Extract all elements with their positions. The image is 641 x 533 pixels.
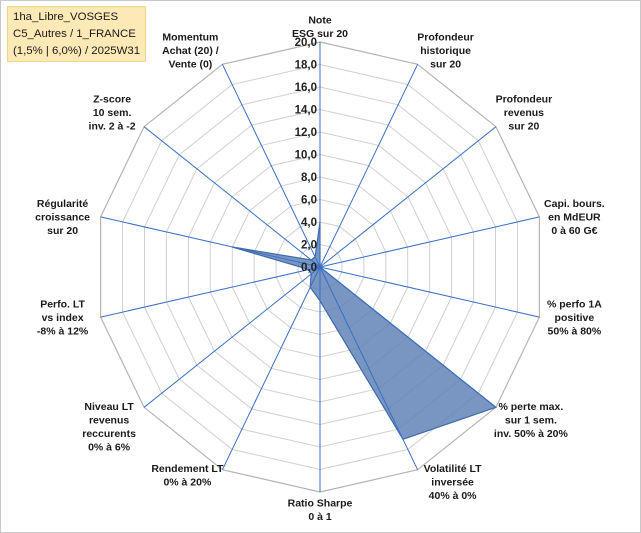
axis-label: % perfo 1A positive 50% à 80%	[547, 298, 602, 337]
tick-label: 10,0	[295, 150, 317, 162]
axis-label: Capi. bours. en MdEUR 0 à 60 G€	[544, 198, 605, 237]
info-line-category: C5_Autres / 1_FRANCE	[13, 28, 136, 40]
series-layer	[232, 221, 498, 441]
axis-label: Régularité croissance sur 20	[35, 198, 90, 237]
axis-label: Note ESG sur 20	[292, 15, 348, 41]
axis-spoke	[319, 266, 540, 318]
axis-spoke	[143, 266, 321, 408]
tick-label: 16,0	[295, 82, 317, 94]
axis-spoke	[319, 64, 419, 268]
axis-spoke	[319, 126, 497, 268]
axis-label: Niveau LT revenus reccurents 0% à 6%	[82, 401, 136, 454]
axis-label: Ratio Sharpe 0 à 1	[288, 498, 353, 524]
axis-spoke	[221, 64, 321, 268]
axis-spoke	[319, 266, 419, 470]
axis-label: Z-score 10 sem. inv. 2 à -2	[89, 94, 136, 133]
axis-label: Perfo. LT vs index -8% à 12%	[37, 298, 89, 337]
axis-spoke	[319, 266, 497, 408]
axis-spoke	[143, 126, 321, 268]
tick-label: 14,0	[295, 105, 317, 117]
info-line-params: (1,5% | 6,0%) / 2025W31	[13, 45, 141, 57]
tick-label: 8,0	[301, 172, 317, 184]
tick-label: 12,0	[295, 127, 317, 139]
tick-label-layer: 0,0 2,0 4,0 6,0 8,0 10,0 12,0 14,0 16,0 18,0 20,0	[295, 37, 317, 274]
tick-label: 0,0	[301, 262, 317, 274]
axis-label: Profondeur revenus sur 20	[496, 94, 553, 133]
tick-label: 2,0	[301, 240, 317, 252]
axis-spoke	[319, 216, 540, 268]
tick-label: 18,0	[295, 60, 317, 72]
tick-label: 4,0	[301, 217, 317, 229]
axis-label-layer: Note ESG sur 20 Profondeur historique sur 20…	[35, 15, 605, 524]
tick-label: 6,0	[301, 195, 317, 207]
spoke-layer	[100, 42, 540, 492]
axis-spoke	[100, 266, 321, 318]
info-box: 1ha_Libre_VOSGES C5_Autres / 1_FRANCE (1…	[7, 6, 146, 62]
axis-label: Profondeur historique sur 20	[417, 31, 474, 70]
info-line-name: 1ha_Libre_VOSGES	[13, 11, 119, 23]
tick-label: 20,0	[295, 37, 317, 49]
axis-spoke	[221, 266, 321, 470]
axis-spoke	[100, 216, 321, 268]
axis-label: Momentum Achat (20) / Vente (0)	[162, 31, 219, 70]
series-area-0	[232, 221, 498, 441]
axis-label: Volatilité LT inversée 40% à 0%	[424, 463, 483, 502]
axis-label: Rendement LT 0% à 20%	[151, 463, 224, 489]
axis-label: % perte max. sur 1 sem. inv. 50% à 20%	[494, 401, 569, 440]
